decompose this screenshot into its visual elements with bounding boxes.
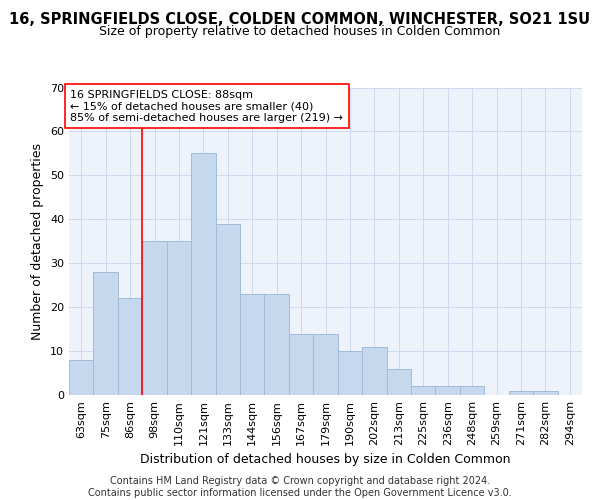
Bar xyxy=(362,346,386,395)
Bar xyxy=(436,386,460,395)
Bar xyxy=(338,351,362,395)
Bar xyxy=(289,334,313,395)
Bar xyxy=(460,386,484,395)
Text: 16 SPRINGFIELDS CLOSE: 88sqm
← 15% of detached houses are smaller (40)
85% of se: 16 SPRINGFIELDS CLOSE: 88sqm ← 15% of de… xyxy=(70,90,343,123)
Text: Contains public sector information licensed under the Open Government Licence v3: Contains public sector information licen… xyxy=(88,488,512,498)
Text: Contains HM Land Registry data © Crown copyright and database right 2024.: Contains HM Land Registry data © Crown c… xyxy=(110,476,490,486)
Bar xyxy=(191,154,215,395)
Text: Size of property relative to detached houses in Colden Common: Size of property relative to detached ho… xyxy=(100,25,500,38)
Bar xyxy=(533,390,557,395)
Bar xyxy=(386,368,411,395)
Bar xyxy=(411,386,436,395)
Bar xyxy=(313,334,338,395)
Bar xyxy=(94,272,118,395)
Bar xyxy=(240,294,265,395)
Bar xyxy=(265,294,289,395)
Bar xyxy=(167,242,191,395)
Text: 16, SPRINGFIELDS CLOSE, COLDEN COMMON, WINCHESTER, SO21 1SU: 16, SPRINGFIELDS CLOSE, COLDEN COMMON, W… xyxy=(10,12,590,28)
Bar xyxy=(509,390,533,395)
Bar xyxy=(69,360,94,395)
Y-axis label: Number of detached properties: Number of detached properties xyxy=(31,143,44,340)
Bar xyxy=(142,242,167,395)
X-axis label: Distribution of detached houses by size in Colden Common: Distribution of detached houses by size … xyxy=(140,454,511,466)
Bar xyxy=(118,298,142,395)
Bar xyxy=(215,224,240,395)
